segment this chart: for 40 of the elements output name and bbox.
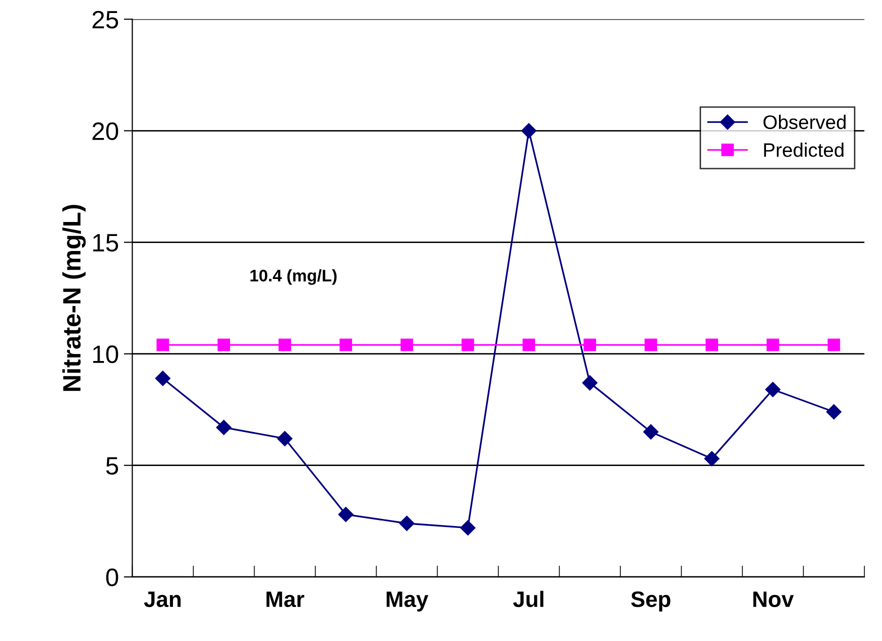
- point: [462, 338, 474, 352]
- x-tick-label: Jul: [513, 590, 544, 608]
- x-tick-label: Nov: [753, 592, 794, 608]
- annotation: 10.4 (mg/L): [250, 269, 337, 285]
- x-tick-label: May: [386, 592, 428, 612]
- point: [766, 338, 780, 352]
- legend-label: Observed: [763, 114, 846, 130]
- y-tick-label: 0: [106, 568, 118, 586]
- y-tick-label: 25: [92, 10, 118, 29]
- point: [399, 516, 414, 531]
- point: [706, 338, 718, 352]
- point: [826, 404, 842, 420]
- point: [218, 338, 230, 352]
- point: [156, 338, 170, 352]
- y-tick-label: 20: [92, 122, 118, 140]
- y-axis-title: Nitrate-N (mg/L): [62, 204, 86, 391]
- point: [828, 338, 840, 352]
- y-tick-label: 10: [93, 345, 118, 364]
- point: [340, 338, 352, 352]
- legend-label: Predicted: [764, 142, 844, 157]
- point: [400, 338, 414, 352]
- point: [644, 338, 658, 352]
- x-tick-label: Sep: [631, 591, 670, 612]
- point: [522, 338, 536, 352]
- point: [521, 123, 536, 138]
- point: [216, 420, 232, 436]
- point: [765, 382, 780, 398]
- x-tick-label: Jan: [144, 592, 181, 608]
- point: [584, 338, 596, 352]
- point: [704, 451, 720, 466]
- point: [643, 424, 658, 440]
- point: [277, 431, 292, 446]
- point: [155, 370, 170, 386]
- point: [338, 506, 354, 522]
- y-tick-label: 5: [106, 457, 118, 475]
- y-tick-label: 15: [93, 234, 118, 252]
- point: [278, 338, 292, 352]
- point: [460, 520, 476, 536]
- x-tick-label: Mar: [266, 592, 304, 608]
- point: [582, 375, 598, 390]
